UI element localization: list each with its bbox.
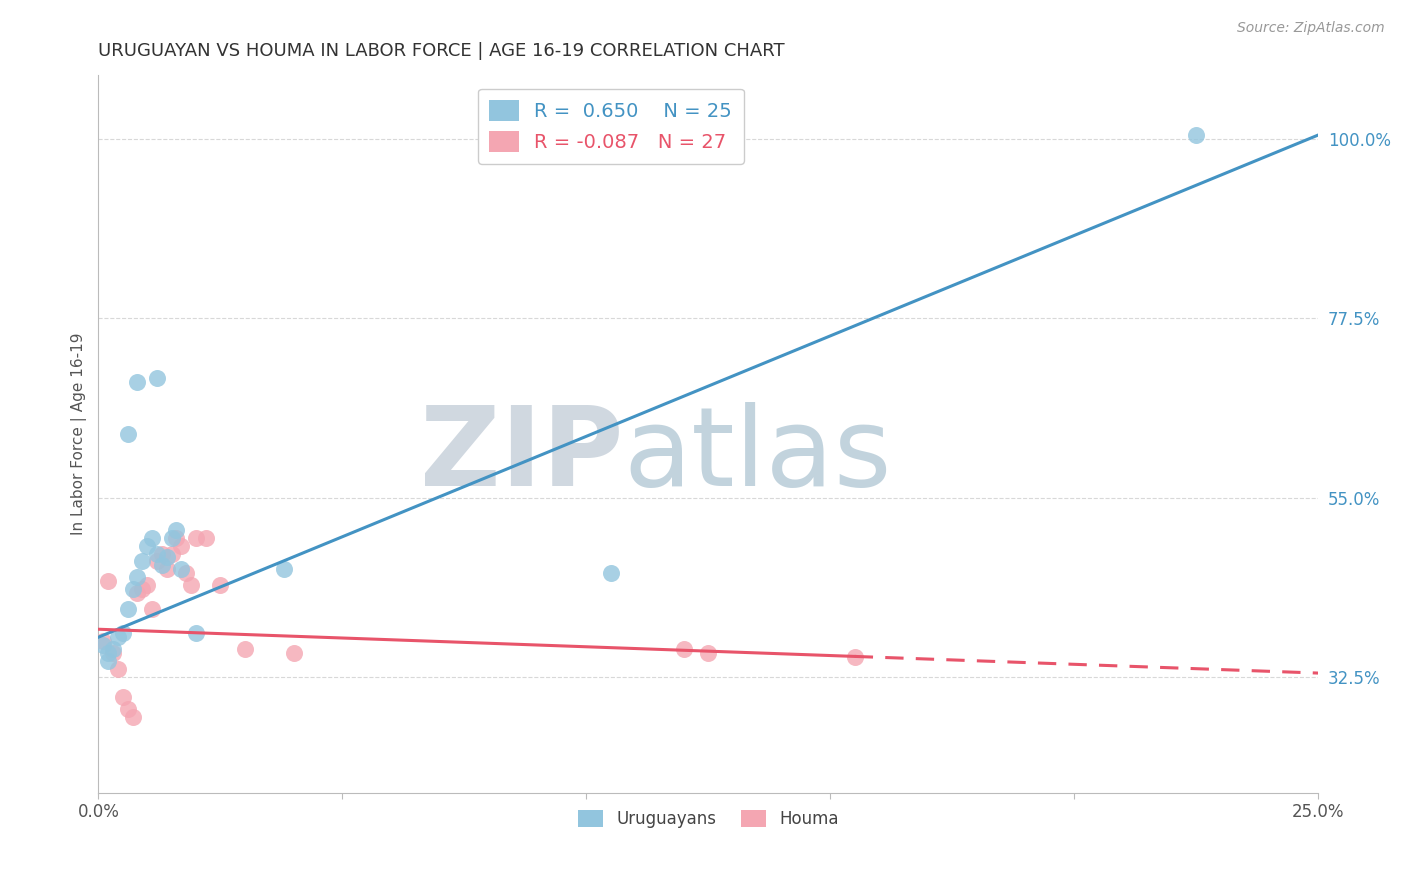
Point [111, 690, 134, 704]
Point [156, 562, 179, 576]
Point [101, 642, 124, 657]
Point [283, 646, 305, 660]
Point [127, 570, 149, 584]
Point [184, 531, 207, 545]
Point [146, 554, 169, 568]
Point [117, 602, 139, 616]
Point [117, 702, 139, 716]
Point [150, 558, 173, 573]
Legend: Uruguayans, Houma: Uruguayans, Houma [571, 803, 845, 835]
Point [146, 371, 169, 385]
Point [194, 531, 217, 545]
Point [160, 547, 183, 561]
Point [97, 646, 120, 660]
Point [107, 630, 129, 644]
Text: Source: ZipAtlas.com: Source: ZipAtlas.com [1237, 21, 1385, 35]
Point [91, 638, 114, 652]
Point [209, 578, 232, 592]
Point [121, 582, 143, 597]
Point [174, 566, 197, 581]
Point [111, 626, 134, 640]
Point [165, 531, 187, 545]
Y-axis label: In Labor Force | Age 16-19: In Labor Force | Age 16-19 [72, 333, 87, 535]
Point [1185, 128, 1208, 142]
Point [127, 375, 149, 389]
Point [273, 562, 295, 576]
Point [97, 574, 120, 589]
Point [141, 531, 163, 545]
Point [184, 626, 207, 640]
Point [101, 646, 124, 660]
Point [697, 646, 720, 660]
Point [599, 566, 621, 581]
Point [107, 662, 129, 676]
Point [131, 582, 153, 597]
Point [136, 539, 159, 553]
Text: ZIP: ZIP [419, 402, 623, 509]
Point [150, 547, 173, 561]
Text: URUGUAYAN VS HOUMA IN LABOR FORCE | AGE 16-19 CORRELATION CHART: URUGUAYAN VS HOUMA IN LABOR FORCE | AGE … [98, 42, 785, 60]
Point [233, 642, 256, 657]
Point [156, 550, 179, 565]
Point [180, 578, 202, 592]
Point [165, 523, 187, 537]
Point [170, 539, 193, 553]
Point [121, 710, 143, 724]
Point [170, 562, 193, 576]
Point [160, 531, 183, 545]
Point [91, 634, 114, 648]
Point [136, 578, 159, 592]
Point [127, 586, 149, 600]
Point [146, 547, 169, 561]
Point [131, 554, 153, 568]
Text: atlas: atlas [623, 402, 891, 509]
Point [117, 426, 139, 441]
Point [141, 602, 163, 616]
Point [97, 654, 120, 668]
Point [844, 650, 866, 665]
Point [672, 642, 695, 657]
